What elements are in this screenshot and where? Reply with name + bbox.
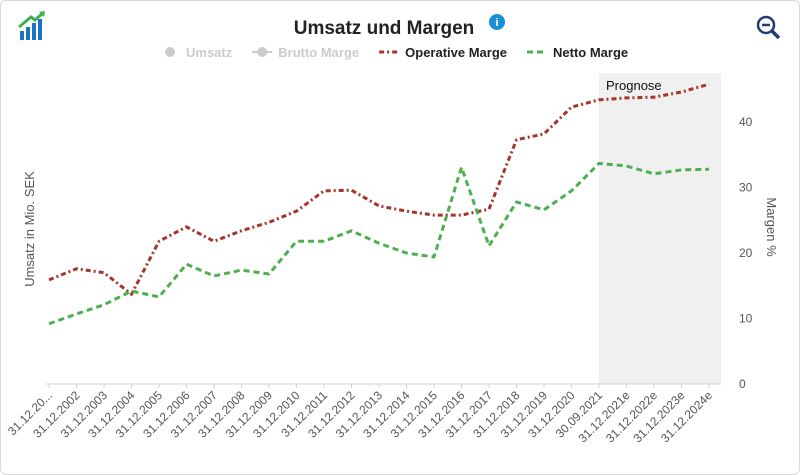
y2-tick-label: 0 <box>739 377 746 391</box>
legend-label: Brutto Marge <box>278 45 359 60</box>
legend-item[interactable]: Umsatz <box>165 45 233 60</box>
series-line <box>48 161 710 326</box>
legend-label: Umsatz <box>186 45 233 60</box>
legend-item[interactable]: Brutto Marge <box>252 45 359 60</box>
legend-label: Operative Marge <box>405 45 507 60</box>
legend-label: Netto Marge <box>553 45 628 60</box>
series-line <box>48 82 710 296</box>
info-icon[interactable]: i <box>489 14 505 30</box>
forecast-area <box>599 73 721 384</box>
y2-axis-label: Margen % <box>764 197 779 257</box>
legend-item[interactable]: Netto Marge <box>527 45 628 60</box>
legend-symbol <box>257 47 268 57</box>
svg-text:i: i <box>495 17 498 29</box>
y2-tick-label: 30 <box>739 181 753 195</box>
chart-title: Umsatz und Margen <box>294 18 475 39</box>
y2-tick-label: 10 <box>739 312 753 326</box>
forecast-label: Prognose <box>606 78 662 93</box>
legend-item[interactable]: Operative Marge <box>379 45 507 60</box>
logo-icon <box>18 11 45 40</box>
y-axis-label: Umsatz in Mio. SEK <box>22 171 37 287</box>
legend-symbol <box>165 47 175 57</box>
zoom-button[interactable] <box>756 15 781 40</box>
y2-tick-label: 20 <box>739 246 753 260</box>
y2-tick-label: 40 <box>739 115 753 129</box>
